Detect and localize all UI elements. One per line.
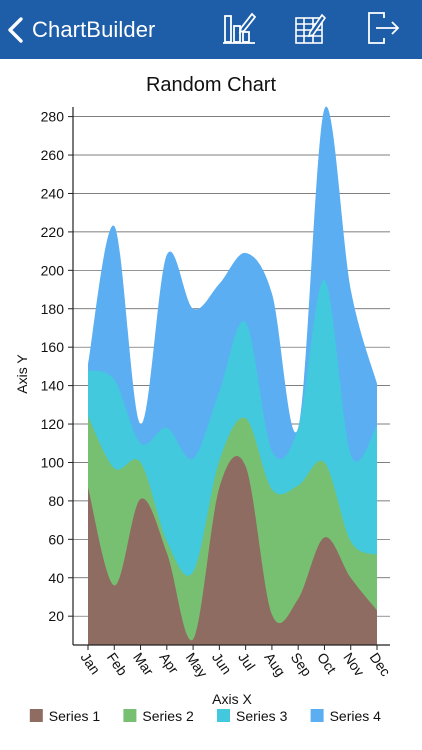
x-tick-label: Feb — [104, 650, 131, 679]
x-tick-label: Jan — [78, 650, 104, 678]
y-tick-label: 160 — [41, 339, 65, 355]
x-tick-label: Jul — [235, 650, 258, 674]
y-tick-label: 100 — [41, 454, 65, 470]
back-button[interactable]: ChartBuilder — [6, 12, 155, 48]
y-tick-label: 140 — [41, 378, 65, 394]
x-tick-label: Oct — [314, 650, 340, 677]
bar-chart-pencil-icon — [221, 10, 257, 51]
x-tick-label: Mar — [130, 650, 157, 679]
legend-label-series-2: Series 2 — [142, 708, 194, 724]
y-axis-title: Axis Y — [14, 354, 30, 394]
legend-swatch-series-3 — [217, 709, 230, 722]
legend-swatch-series-1 — [29, 709, 43, 722]
navigation-bar: ChartBuilder — [0, 0, 422, 59]
legend-swatch-series-4 — [310, 709, 324, 722]
table-edit-button[interactable] — [290, 10, 330, 50]
x-tick-label: May — [183, 650, 211, 681]
table-pencil-icon — [292, 10, 328, 51]
legend-label-series-1: Series 1 — [49, 708, 101, 724]
y-tick-label: 60 — [48, 531, 64, 547]
legend-label-series-4: Series 4 — [330, 708, 382, 724]
y-tick-label: 20 — [48, 608, 64, 624]
x-tick-label: Sep — [288, 650, 316, 680]
y-tick-label: 280 — [41, 109, 65, 125]
y-tick-label: 120 — [41, 416, 65, 432]
chart-edit-button[interactable] — [219, 10, 259, 50]
y-tick-label: 200 — [41, 262, 65, 278]
chart-title: Random Chart — [146, 74, 277, 96]
x-tick-label: Apr — [156, 650, 182, 677]
legend: Series 1 Series 2 Series 3 Series 4 — [29, 708, 382, 724]
app-title: ChartBuilder — [32, 17, 156, 42]
y-tick-label: 220 — [41, 224, 65, 240]
y-tick-label: 80 — [48, 493, 64, 509]
x-axis-title: Axis X — [212, 691, 252, 707]
y-tick-label: 260 — [41, 147, 65, 163]
y-tick-label: 240 — [41, 185, 65, 201]
legend-label-series-3: Series 3 — [236, 708, 288, 724]
y-tick-label: 180 — [41, 301, 65, 317]
x-tick-label: Aug — [261, 650, 288, 680]
export-button[interactable] — [363, 10, 403, 50]
x-tick-label: Jun — [209, 650, 235, 678]
chevron-left-icon — [6, 15, 26, 45]
y-tick-label: 40 — [48, 570, 64, 586]
exit-icon — [364, 9, 402, 52]
x-tick-label: Nov — [340, 650, 367, 680]
x-tick-label: Dec — [367, 650, 394, 680]
legend-swatch-series-2 — [123, 709, 137, 722]
series-1-area — [88, 455, 377, 645]
area-chart: Random Chart 20 40 60 80 100 120 140 160 180 200 2… — [14, 74, 394, 724]
